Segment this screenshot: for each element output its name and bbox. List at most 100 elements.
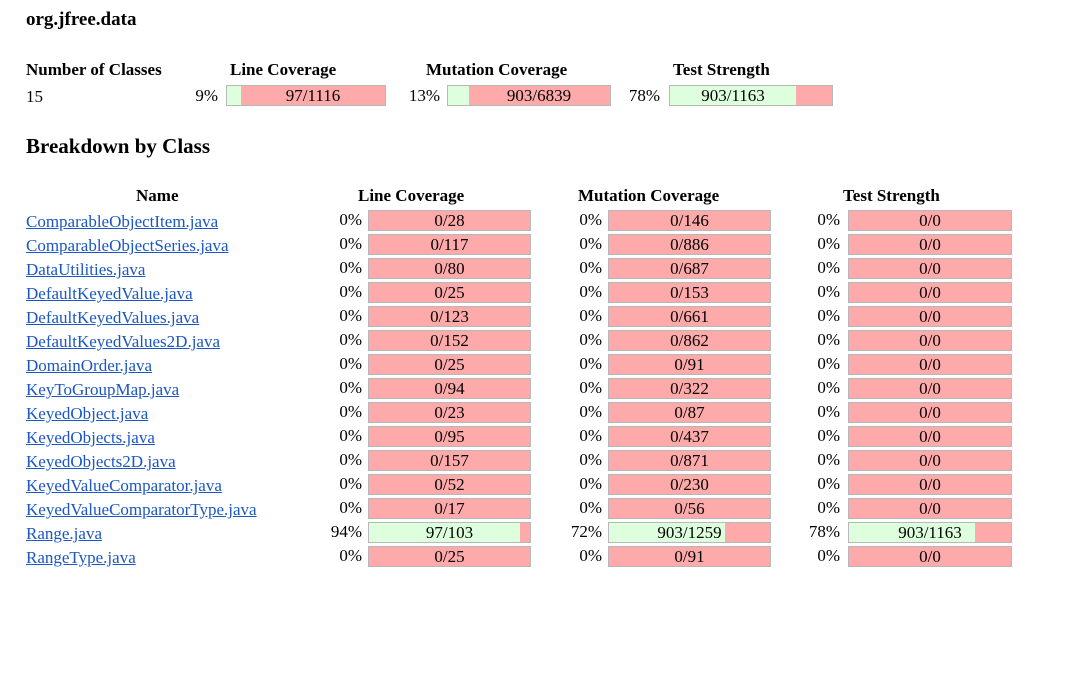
row-line-bar: 0/25 [368, 354, 531, 375]
row-mutation-bar: 0/91 [608, 354, 771, 375]
row-strength-bar: 0/0 [848, 426, 1012, 447]
row-line-pct: 94% [330, 522, 362, 541]
row-mutation-text: 0/886 [670, 235, 709, 254]
row-strength-pct: 0% [817, 378, 840, 397]
row-line-pct: 0% [339, 546, 362, 565]
row-mutation-pct: 0% [579, 378, 602, 397]
row-mutation-text: 0/91 [674, 355, 705, 374]
row-line-pct: 0% [339, 402, 362, 421]
row-line-pct: 0% [339, 498, 362, 517]
class-link[interactable]: ComparableObjectSeries.java [26, 236, 229, 255]
row-mutation-bar: 0/886 [608, 234, 771, 255]
row-strength-pct: 0% [817, 402, 840, 421]
row-mutation-pct: 0% [579, 354, 602, 373]
row-strength-pct: 0% [817, 306, 840, 325]
row-mutation-text: 0/687 [670, 259, 709, 278]
row-line-pct: 0% [339, 306, 362, 325]
row-strength-text: 0/0 [919, 451, 941, 470]
row-line-pct: 0% [339, 234, 362, 253]
row-mutation-pct: 0% [579, 450, 602, 469]
class-link[interactable]: DomainOrder.java [26, 356, 153, 375]
row-strength-bar: 0/0 [848, 546, 1012, 567]
row-strength-text: 0/0 [919, 427, 941, 446]
class-link[interactable]: KeyedValueComparator.java [26, 476, 222, 495]
class-link[interactable]: KeyToGroupMap.java [26, 380, 180, 399]
row-mutation-text: 0/56 [674, 499, 705, 518]
row-mutation-bar: 0/230 [608, 474, 771, 495]
row-mutation-text: 0/146 [670, 211, 709, 230]
class-link[interactable]: ComparableObjectItem.java [26, 212, 219, 231]
row-line-bar: 0/152 [368, 330, 531, 351]
summary-num-classes: 15 [26, 87, 43, 106]
row-strength-bar: 0/0 [848, 306, 1012, 327]
row-mutation-pct: 0% [579, 474, 602, 493]
row-line-text: 97/103 [425, 523, 474, 542]
row-line-bar: 97/103 [368, 522, 531, 543]
row-mutation-bar: 0/687 [608, 258, 771, 279]
row-strength-bar: 0/0 [848, 330, 1012, 351]
summary-strength-fill [670, 86, 797, 105]
class-link[interactable]: KeyedObject.java [26, 404, 149, 423]
row-mutation-pct: 0% [579, 498, 602, 517]
class-link[interactable]: DataUtilities.java [26, 260, 146, 279]
row-mutation-text: 0/322 [670, 379, 709, 398]
row-line-text: 0/25 [434, 355, 465, 374]
class-link[interactable]: KeyedObjects.java [26, 428, 155, 447]
row-line-bar: 0/25 [368, 282, 531, 303]
breakdown-header-strength: Test Strength [843, 186, 940, 205]
row-strength-bar: 0/0 [848, 474, 1012, 495]
summary-line-pct: 9% [195, 86, 218, 105]
row-strength-bar: 903/1163 [848, 522, 1012, 543]
row-strength-text: 0/0 [919, 307, 941, 326]
summary-strength-pct: 78% [628, 86, 660, 105]
summary-header-mutation: Mutation Coverage [426, 60, 568, 79]
row-strength-bar: 0/0 [848, 258, 1012, 279]
class-link[interactable]: DefaultKeyedValues2D.java [26, 332, 221, 351]
row-mutation-text: 0/230 [670, 475, 709, 494]
row-mutation-text: 0/153 [670, 283, 709, 302]
row-line-text: 0/25 [434, 283, 465, 302]
row-strength-bar: 0/0 [848, 402, 1012, 423]
row-mutation-bar: 0/56 [608, 498, 771, 519]
class-link[interactable]: KeyedObjects2D.java [26, 452, 176, 471]
row-strength-text: 0/0 [919, 259, 941, 278]
breakdown-header-mutation: Mutation Coverage [578, 186, 720, 205]
class-link[interactable]: DefaultKeyedValues.java [26, 308, 200, 327]
row-mutation-pct: 72% [570, 522, 602, 541]
row-strength-pct: 0% [817, 498, 840, 517]
summary-strength-text: 903/1163 [701, 86, 765, 105]
row-mutation-bar: 0/146 [608, 210, 771, 231]
breakdown-title: Breakdown by Class [26, 134, 210, 158]
row-strength-bar: 0/0 [848, 282, 1012, 303]
row-line-bar: 0/17 [368, 498, 531, 519]
row-line-pct: 0% [339, 474, 362, 493]
row-line-pct: 0% [339, 330, 362, 349]
row-strength-pct: 0% [817, 426, 840, 445]
row-mutation-pct: 0% [579, 426, 602, 445]
row-line-text: 0/28 [434, 211, 465, 230]
row-strength-bar: 0/0 [848, 234, 1012, 255]
row-strength-text: 0/0 [919, 475, 941, 494]
row-strength-text: 0/0 [919, 499, 941, 518]
row-line-pct: 0% [339, 354, 362, 373]
row-line-bar: 0/123 [368, 306, 531, 327]
class-link[interactable]: DefaultKeyedValue.java [26, 284, 193, 303]
class-link[interactable]: KeyedValueComparatorType.java [26, 500, 257, 519]
row-strength-pct: 0% [817, 258, 840, 277]
summary-mutation-fill [448, 86, 470, 105]
row-strength-pct: 0% [817, 210, 840, 229]
row-strength-pct: 0% [817, 450, 840, 469]
row-mutation-pct: 0% [579, 330, 602, 349]
breakdown-header-name: Name [136, 186, 179, 205]
row-line-bar: 0/94 [368, 378, 531, 399]
row-line-text: 0/123 [430, 307, 469, 326]
row-line-bar: 0/52 [368, 474, 531, 495]
summary-mutation-bar: 903/6839 [447, 85, 611, 106]
row-mutation-text: 0/87 [674, 403, 705, 422]
row-line-pct: 0% [339, 378, 362, 397]
class-link[interactable]: Range.java [26, 524, 102, 543]
class-link[interactable]: RangeType.java [26, 548, 136, 567]
row-line-bar: 0/95 [368, 426, 531, 447]
row-strength-text: 0/0 [919, 403, 941, 422]
row-mutation-bar: 0/322 [608, 378, 771, 399]
